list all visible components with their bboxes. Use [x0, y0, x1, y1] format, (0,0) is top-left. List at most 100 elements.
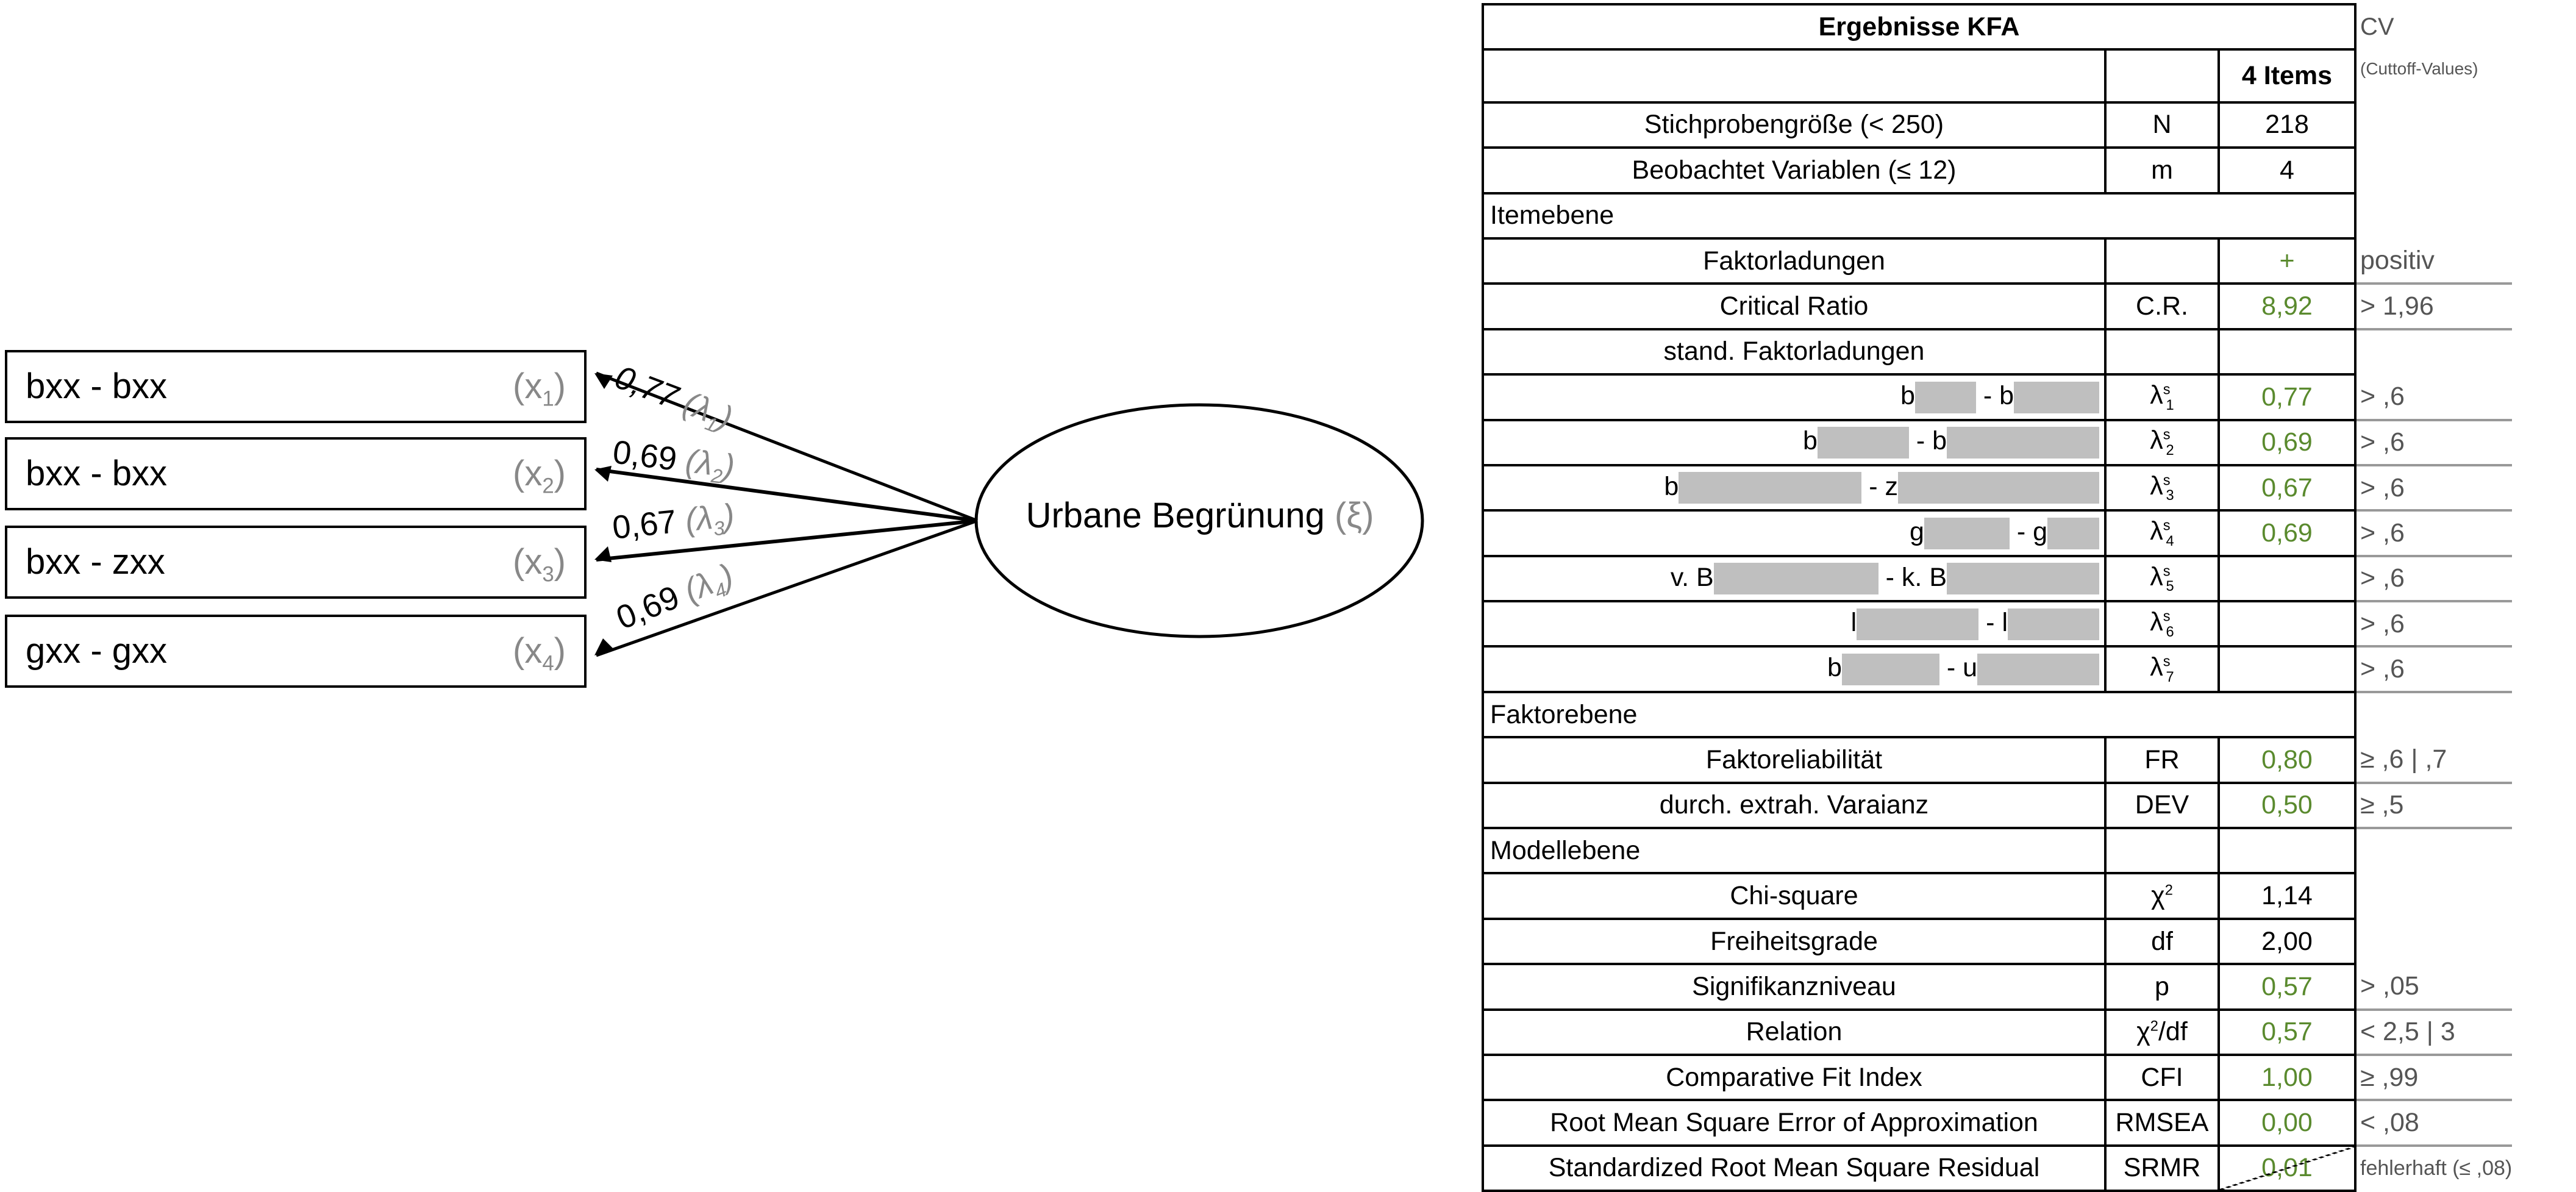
table-row: b - u λs7 > ,6	[1482, 645, 2513, 693]
row-cv: > ,6	[2355, 374, 2513, 421]
table-row: b - b λs1 0,77 > ,6	[1482, 373, 2513, 421]
row-value	[2217, 645, 2357, 693]
row-label: Root Mean Square Error of Approximation	[1482, 1099, 2107, 1147]
row-symbol: m	[2104, 146, 2220, 195]
row-symbol: df	[2104, 917, 2220, 966]
redacted-block	[1947, 563, 2099, 595]
row-value: 0,77	[2217, 373, 2357, 421]
row-label: Freiheitsgrade	[1482, 917, 2107, 966]
loading-item-label: b - u	[1482, 645, 2107, 693]
diagonal-strike	[2220, 1146, 2354, 1190]
row-symbol: RMSEA	[2104, 1099, 2220, 1147]
cfa-results-table: Ergebnisse KFA CV 4 Items (Cuttoff-Value…	[1482, 2, 2513, 1192]
row-cv: < ,08	[2355, 1100, 2513, 1147]
row-symbol: λs7	[2104, 645, 2220, 693]
table-row: l - l λs6 > ,6	[1482, 600, 2513, 648]
indicator-label: bxx - bxx	[26, 454, 168, 493]
row-symbol: p	[2104, 963, 2220, 1011]
loading-item-label: v. B - k. B	[1482, 554, 2107, 603]
redacted-block	[1914, 381, 1976, 413]
row-cv: fehlerhaft (≤ ,08)	[2360, 1157, 2513, 1180]
arrow-1	[596, 371, 978, 523]
row-label: Faktoreliabilität	[1482, 736, 2107, 784]
loading-item-label: b - b	[1482, 373, 2107, 421]
table-row: Faktorebene	[1482, 690, 2512, 739]
row-symbol: χ2/df	[2104, 1008, 2220, 1056]
table-row: Faktorladungen + positiv	[1482, 237, 2513, 285]
indicator-variable: (x3)	[512, 542, 566, 587]
table-row: Chi-square χ2 1,14	[1482, 872, 2512, 920]
loading-item-label: g - g	[1482, 509, 2107, 557]
redacted-block	[2008, 608, 2099, 640]
latent-variable-label: Urbane Begrünung (ξ)	[1026, 496, 1374, 535]
row-symbol: λs3	[2104, 463, 2220, 512]
row-value: 0,69	[2217, 418, 2357, 466]
table-row: Root Mean Square Error of Approximation …	[1482, 1099, 2513, 1147]
indicator-box-4: gxx - gxx (x4)	[5, 615, 587, 688]
table-row: Freiheitsgrade df 2,00	[1482, 917, 2512, 966]
row-symbol: CFI	[2104, 1053, 2220, 1102]
table-row: stand. Faktorladungen	[1482, 327, 2512, 376]
redacted-block	[1679, 472, 1862, 504]
table-row: Stichprobengröße (< 250) N 218	[1482, 101, 2512, 149]
row-value: 0,80	[2217, 736, 2357, 784]
row-symbol: λs4	[2104, 509, 2220, 557]
row-cv: ≥ ,5	[2355, 782, 2513, 830]
row-symbol: χ2	[2104, 872, 2220, 920]
table-row: Faktoreliabilität FR 0,80 ≥ ,6 | ,7	[1482, 736, 2513, 784]
row-value: 2,00	[2217, 917, 2357, 966]
arrow-2	[596, 468, 978, 523]
indicator-label: gxx - gxx	[26, 631, 168, 671]
row-symbol: λs1	[2104, 373, 2220, 421]
indicator-variable: (x4)	[512, 631, 566, 676]
row-cv: > ,05	[2355, 964, 2513, 1011]
row-symbol: DEV	[2104, 781, 2220, 830]
row-cv: < 2,5 | 3	[2355, 1009, 2513, 1056]
row-value: 0,00	[2217, 1099, 2357, 1147]
redacted-block	[2047, 517, 2099, 549]
table-row: durch. extrah. Varaianz DEV 0,50 ≥ ,5	[1482, 781, 2513, 830]
table-row: Critical Ratio C.R. 8,92 > 1,96	[1482, 282, 2513, 330]
row-label: Chi-square	[1482, 872, 2107, 920]
indicator-variable: (x2)	[512, 454, 566, 498]
indicator-box-3: bxx - zxx (x3)	[5, 526, 587, 599]
cfa-path-diagram: bxx - bxx (x1) bxx - bxx (x2) bxx - zxx …	[5, 350, 1424, 688]
row-value: 0,69	[2217, 509, 2357, 557]
row-value: 0,50	[2217, 781, 2357, 830]
arrow-4	[596, 519, 978, 657]
section-faktorebene: Faktorebene	[1482, 690, 2357, 739]
row-symbol: N	[2104, 101, 2220, 149]
row-value-struck: 0,01	[2217, 1144, 2357, 1192]
row-symbol: λs6	[2104, 600, 2220, 648]
indicator-label: bxx - zxx	[26, 542, 165, 582]
row-value: 1,14	[2217, 872, 2357, 920]
cv-header: CV	[2360, 13, 2394, 40]
row-cv: ≥ ,6 | ,7	[2355, 737, 2513, 784]
row-label: Signifikanzniveau	[1482, 963, 2107, 1011]
indicator-box-1: bxx - bxx (x1)	[5, 350, 587, 423]
row-symbol: SRMR	[2104, 1144, 2220, 1192]
redacted-block	[1713, 563, 1878, 595]
row-label: Comparative Fit Index	[1482, 1053, 2107, 1102]
table-row: Signifikanzniveau p 0,57 > ,05	[1482, 963, 2513, 1011]
row-symbol: FR	[2104, 736, 2220, 784]
row-symbol: C.R.	[2104, 282, 2220, 330]
table-row: v. B - k. B λs5 > ,6	[1482, 554, 2513, 603]
redacted-block	[1898, 472, 2099, 504]
row-label: Faktorladungen	[1482, 237, 2107, 285]
table-row: Comparative Fit Index CFI 1,00 ≥ ,99	[1482, 1053, 2513, 1102]
row-value	[2217, 554, 2357, 603]
row-value: 0,57	[2217, 963, 2357, 1011]
row-cv: > ,6	[2355, 510, 2513, 557]
loading-item-label: l - l	[1482, 600, 2107, 648]
table-row: Relation χ2/df 0,57 < 2,5 | 3	[1482, 1008, 2513, 1056]
row-label: Standardized Root Mean Square Residual	[1482, 1144, 2107, 1192]
row-value: 1,00	[2217, 1053, 2357, 1102]
redacted-block	[1977, 653, 2099, 685]
table-title: Ergebnisse KFA	[1482, 2, 2357, 51]
redacted-block	[1924, 517, 2010, 549]
row-label: durch. extrah. Varaianz	[1482, 781, 2107, 830]
redacted-block	[1947, 427, 2099, 459]
row-cv: positiv	[2355, 238, 2513, 285]
redacted-block	[1857, 608, 1979, 640]
